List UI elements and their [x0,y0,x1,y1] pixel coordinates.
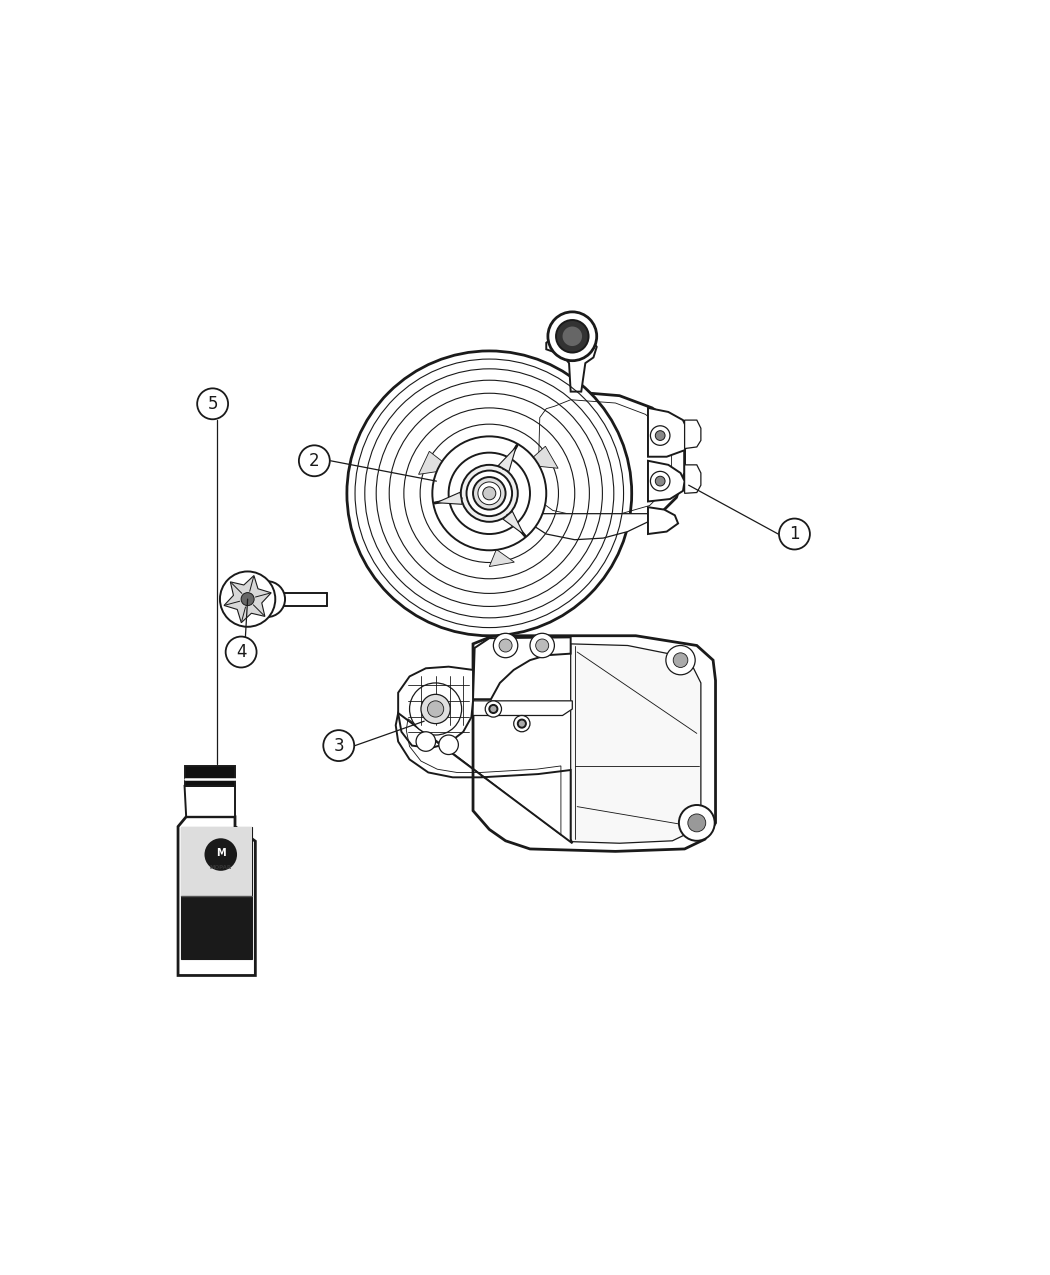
Polygon shape [648,408,689,456]
Circle shape [226,636,256,668]
Text: 5: 5 [208,395,218,413]
Polygon shape [503,511,524,534]
Circle shape [666,645,695,674]
Circle shape [518,719,526,728]
Circle shape [249,581,285,617]
Circle shape [410,683,462,734]
Circle shape [205,838,237,871]
Polygon shape [182,826,252,959]
Polygon shape [472,701,572,715]
Circle shape [485,701,502,717]
Circle shape [536,639,549,652]
Circle shape [461,465,518,521]
Circle shape [416,732,436,751]
Circle shape [483,487,496,500]
Circle shape [346,351,632,636]
Polygon shape [528,391,685,524]
Circle shape [494,634,518,658]
Circle shape [323,731,354,761]
Text: M: M [216,848,226,858]
Polygon shape [185,766,235,785]
Polygon shape [489,550,514,566]
Circle shape [655,431,665,440]
Circle shape [433,436,546,551]
Polygon shape [182,826,252,895]
Circle shape [563,326,582,346]
Circle shape [655,477,665,486]
Polygon shape [178,817,255,975]
Circle shape [556,320,589,353]
Text: MaxPro™: MaxPro™ [192,922,250,932]
Circle shape [197,389,228,419]
Circle shape [548,312,596,361]
Polygon shape [685,419,701,449]
Circle shape [513,715,530,732]
Polygon shape [224,575,271,622]
Polygon shape [185,785,235,817]
Text: 4: 4 [236,643,247,660]
Circle shape [299,445,330,477]
Circle shape [439,734,459,755]
Polygon shape [685,465,701,493]
Text: 3: 3 [334,737,344,755]
Polygon shape [499,446,517,472]
Polygon shape [571,644,701,843]
Polygon shape [419,451,453,474]
Circle shape [466,470,512,516]
Polygon shape [530,514,648,539]
Polygon shape [546,334,596,391]
Circle shape [679,805,715,840]
Polygon shape [398,667,472,748]
Text: 1: 1 [790,525,800,543]
Polygon shape [648,507,678,534]
Circle shape [489,705,498,713]
Polygon shape [472,636,715,852]
Circle shape [650,472,670,491]
Polygon shape [437,492,462,505]
Polygon shape [525,446,559,468]
Circle shape [499,639,512,652]
Circle shape [530,634,554,658]
Circle shape [448,453,530,534]
Circle shape [421,695,450,724]
Polygon shape [648,460,685,501]
Circle shape [472,477,506,510]
Circle shape [688,813,706,831]
Circle shape [427,701,444,717]
Circle shape [242,593,254,606]
Circle shape [219,571,275,627]
Circle shape [779,519,810,550]
Text: 2: 2 [309,451,319,469]
Circle shape [650,426,670,445]
Text: MOPAR: MOPAR [210,864,232,870]
Circle shape [478,482,501,505]
Polygon shape [472,638,571,699]
Circle shape [673,653,688,668]
